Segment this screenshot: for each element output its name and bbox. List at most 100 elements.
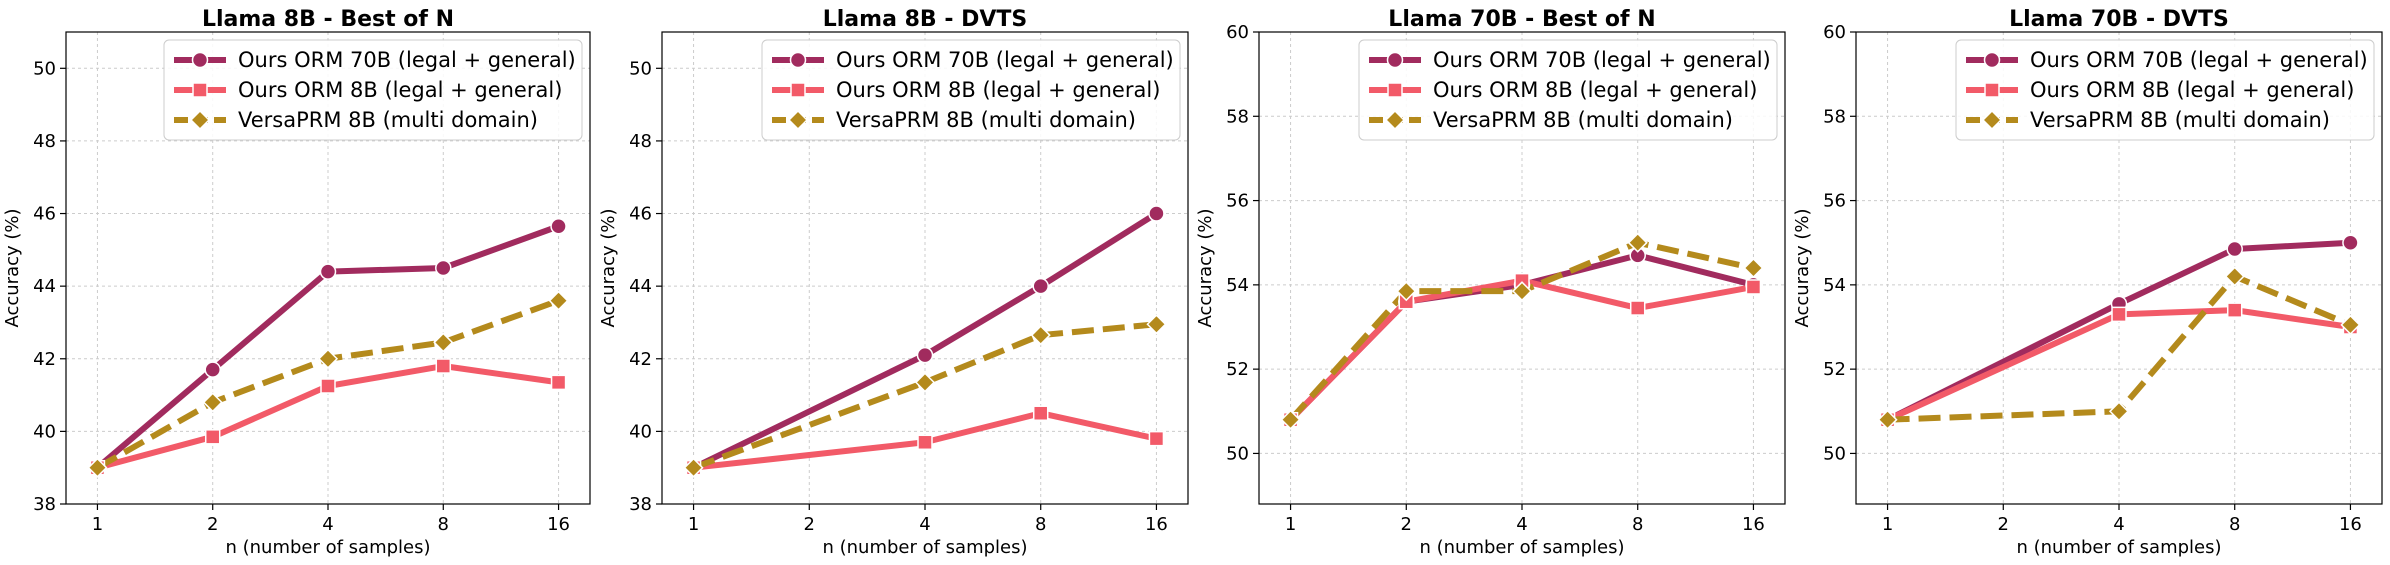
y-tick-label: 40 [33,421,56,442]
y-tick-label: 50 [1823,443,1846,464]
legend-entry-3: VersaPRM 8B (multi domain) [238,108,538,132]
legend-entry-3: VersaPRM 8B (multi domain) [836,108,1136,132]
y-tick-label: 40 [629,421,652,442]
chart-title: Llama 70B - Best of N [1388,7,1655,32]
data-point-s1-16 [550,217,567,235]
data-point-s3-16 [548,290,569,311]
y-tick-label: 50 [1226,443,1249,464]
x-tick-label: 8 [1035,514,1046,535]
data-point-s3-16 [1743,257,1764,279]
y-axis-label: Accuracy (%) [598,208,619,327]
x-tick-label: 4 [2113,514,2124,535]
y-tick-label: 50 [33,58,56,79]
plot-frame [1855,31,2383,505]
x-axis-label: n (number of samples) [822,537,1027,558]
legend-marker-2 [790,82,806,98]
y-axis-label: Accuracy (%) [1792,208,1813,327]
y-tick-label: 52 [1226,359,1249,380]
data-point-s3-4 [914,372,936,393]
legend-box [761,39,1181,141]
y-tick-label: 42 [629,349,652,370]
legend-entry-2: Ours ORM 8B (legal + general) [1433,78,1757,102]
data-point-s3-16 [1146,314,1167,335]
x-tick-label: 16 [547,514,570,535]
data-point-s3-8 [1627,232,1648,253]
y-tick-label: 54 [1226,275,1249,296]
chart-title: Llama 70B - DVTS [2009,7,2229,32]
data-point-s3-4 [2108,401,2130,422]
data-point-s3-1 [683,457,704,478]
data-point-s1-16 [1148,205,1165,222]
x-tick-label: 1 [688,514,699,535]
x-tick-label: 16 [1742,514,1765,535]
x-axis-label: n (number of samples) [225,537,430,558]
legend-entry-1: Ours ORM 70B (legal + general) [2030,48,2368,72]
x-tick-label: 1 [92,514,103,535]
legend-marker-3 [1384,109,1406,131]
x-tick-label: 1 [1285,514,1296,535]
y-tick-label: 44 [629,276,652,297]
data-point-s1-8 [435,259,452,277]
data-point-s3-8 [433,332,454,353]
x-tick-label: 4 [1516,514,1527,535]
y-tick-label: 54 [1823,275,1846,296]
x-tick-label: 2 [804,514,815,535]
y-tick-label: 46 [33,204,56,225]
legend-entry-2: Ours ORM 8B (legal + general) [238,78,562,102]
x-tick-label: 2 [1998,514,2009,535]
plot-frame [661,31,1189,505]
legend-box [1955,39,2375,141]
y-tick-label: 48 [629,131,652,152]
y-axis-label: Accuracy (%) [2,208,23,327]
legend-entry-3: VersaPRM 8B (multi domain) [1433,108,1733,132]
data-point-s3-16 [2340,314,2361,335]
y-tick-label: 46 [629,204,652,225]
data-point-s2-4 [320,378,336,394]
legend-box [1358,39,1778,141]
data-point-s2-4 [917,434,933,451]
y-tick-label: 42 [33,349,56,370]
x-tick-label: 4 [322,514,333,535]
y-tick-label: 52 [1823,359,1846,380]
legend: Ours ORM 70B (legal + general) Ours ORM 8… [1358,39,1778,141]
data-point-s3-2 [1396,281,1417,302]
data-point-s3-1 [87,457,108,478]
y-axis-label: Accuracy (%) [1195,208,1216,327]
legend-entry-1: Ours ORM 70B (legal + general) [1433,48,1771,72]
legend: Ours ORM 70B (legal + general) Ours ORM 8… [163,39,583,141]
data-point-s1-2 [204,361,221,378]
chart-title: Llama 8B - DVTS [823,7,1028,32]
y-tick-label: 60 [1823,22,1846,43]
chart-title: Llama 8B - Best of N [202,7,454,32]
legend-marker-1 [1983,51,2001,69]
data-point-s2-16 [1148,430,1165,447]
y-tick-label: 56 [1226,191,1249,212]
data-point-s2-2 [204,429,221,445]
data-point-s2-8 [435,358,452,374]
series-line-3 [1887,273,2352,423]
x-tick-label: 16 [1145,514,1168,535]
x-tick-label: 8 [438,514,449,535]
data-point-s2-16 [1745,279,1762,295]
data-point-s2-8 [1629,300,1646,316]
data-point-s3-1 [1877,409,1898,430]
series-line-2 [693,410,1158,471]
y-tick-label: 56 [1823,191,1846,212]
data-point-s3-8 [1030,325,1051,346]
legend-marker-1 [1386,51,1404,69]
legend-marker-1 [789,51,807,69]
data-point-s1-8 [2226,240,2243,258]
x-tick-label: 2 [1401,514,1412,535]
x-tick-label: 4 [919,514,930,535]
legend-entry-2: Ours ORM 8B (legal + general) [2030,78,2354,102]
data-point-s3-1 [1280,409,1301,430]
y-tick-label: 44 [33,276,56,297]
legend-marker-3 [189,109,211,131]
legend-entry-1: Ours ORM 70B (legal + general) [836,48,1174,72]
x-axis-label: n (number of samples) [2016,537,2221,558]
legend-entry-1: Ours ORM 70B (legal + general) [238,48,576,72]
x-tick-label: 16 [2339,514,2362,535]
